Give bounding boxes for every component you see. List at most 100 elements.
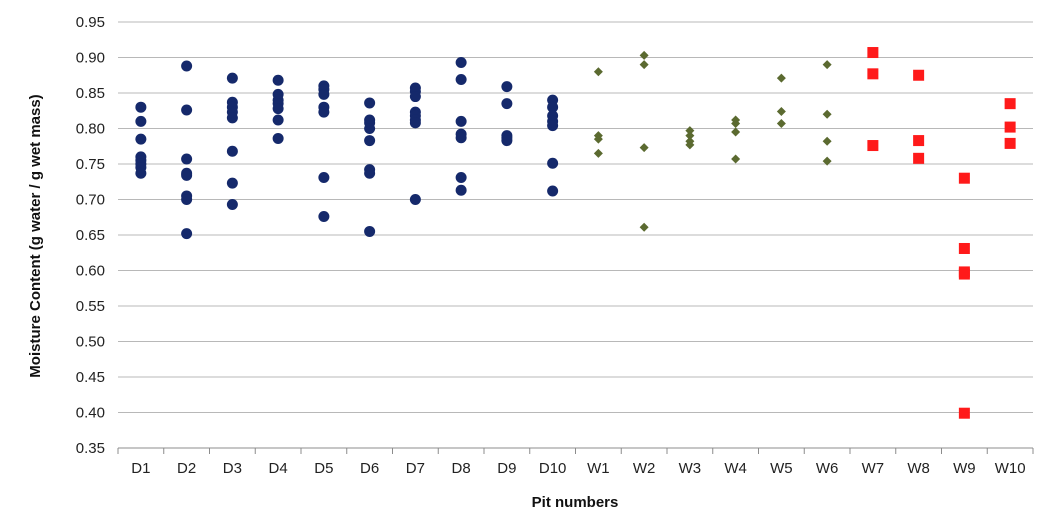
data-point: [731, 119, 741, 129]
data-points: [135, 47, 1016, 419]
y-tick-label: 0.65: [76, 227, 105, 244]
data-point: [822, 156, 832, 166]
x-tick-label: W10: [995, 460, 1026, 477]
data-point: [181, 104, 193, 116]
x-tick-label: D7: [406, 460, 425, 477]
data-point: [776, 106, 786, 116]
data-point: [685, 140, 695, 150]
data-point: [135, 101, 147, 113]
data-point: [593, 148, 603, 158]
data-point: [822, 136, 832, 146]
y-tick-label: 0.85: [76, 85, 105, 102]
data-point: [226, 112, 238, 124]
data-point: [318, 171, 330, 183]
data-point: [226, 177, 238, 189]
data-point: [958, 268, 970, 280]
data-point: [455, 74, 467, 86]
data-point: [226, 72, 238, 84]
x-tick-label: D4: [269, 460, 288, 477]
x-axis-title: Pit numbers: [532, 494, 619, 511]
data-point: [1004, 121, 1016, 133]
x-tick-label: D5: [314, 460, 333, 477]
data-point: [867, 68, 879, 80]
data-point: [867, 47, 879, 59]
y-tick-label: 0.60: [76, 263, 105, 280]
data-point: [364, 225, 376, 237]
data-point: [913, 152, 925, 164]
y-tick-label: 0.70: [76, 192, 105, 209]
data-point: [364, 167, 376, 179]
data-point: [731, 154, 741, 164]
data-point: [455, 184, 467, 196]
data-point: [731, 127, 741, 137]
x-tick-label: W1: [587, 460, 610, 477]
y-tick-label: 0.45: [76, 369, 105, 386]
data-point: [639, 60, 649, 70]
data-point: [409, 117, 421, 129]
data-point: [639, 50, 649, 60]
data-point: [409, 91, 421, 103]
data-point: [867, 140, 879, 152]
data-point: [822, 109, 832, 119]
data-point: [593, 67, 603, 77]
data-point: [272, 103, 284, 115]
data-point: [1004, 137, 1016, 149]
x-tick-label: D6: [360, 460, 379, 477]
y-tick-label: 0.50: [76, 334, 105, 351]
data-point: [181, 194, 193, 205]
data-point: [135, 115, 147, 127]
data-point: [776, 73, 786, 83]
y-tick-label: 0.55: [76, 298, 105, 315]
data-point: [685, 126, 695, 136]
data-point: [455, 115, 467, 127]
data-point: [364, 123, 376, 134]
x-tick-label: W2: [633, 460, 656, 477]
data-point: [318, 88, 330, 100]
data-point: [958, 242, 970, 254]
x-tick-label: D2: [177, 460, 196, 477]
data-point: [639, 222, 649, 232]
data-point: [501, 135, 513, 147]
data-point: [226, 198, 238, 210]
data-point: [409, 194, 421, 205]
y-tick-label: 0.90: [76, 50, 105, 67]
data-point: [547, 157, 559, 169]
data-point: [455, 132, 467, 144]
x-tick-label: W4: [724, 460, 747, 477]
x-tick-label: D3: [223, 460, 242, 477]
data-point: [318, 106, 330, 118]
data-point: [1004, 98, 1016, 110]
data-point: [272, 74, 284, 86]
data-point: [822, 60, 832, 70]
data-point: [547, 101, 559, 113]
data-point: [135, 133, 147, 145]
data-point: [913, 69, 925, 81]
data-point: [776, 119, 786, 129]
y-tick-label: 0.35: [76, 440, 105, 457]
x-tick-label: D9: [497, 460, 516, 477]
x-tick-label: D1: [131, 460, 150, 477]
x-tick-label: D8: [452, 460, 471, 477]
data-point: [547, 185, 559, 197]
data-point: [181, 169, 193, 181]
x-tick-label: W6: [816, 460, 839, 477]
data-point: [272, 132, 284, 144]
data-point: [958, 407, 970, 419]
x-tick-label: W8: [907, 460, 930, 477]
x-tick-label: W7: [862, 460, 885, 477]
data-point: [272, 114, 284, 126]
gridlines: [118, 21, 1033, 449]
data-point: [913, 135, 925, 147]
data-point: [685, 131, 695, 141]
x-tick-label: W5: [770, 460, 793, 477]
data-point: [226, 145, 238, 157]
y-axis-title: Moisture Content (g water / g wet mass): [27, 94, 44, 377]
data-point: [364, 135, 376, 147]
data-point: [455, 171, 467, 183]
data-point: [181, 153, 193, 165]
data-point: [455, 56, 467, 68]
data-point: [364, 97, 376, 109]
x-tick-label: W9: [953, 460, 976, 477]
data-point: [639, 143, 649, 153]
